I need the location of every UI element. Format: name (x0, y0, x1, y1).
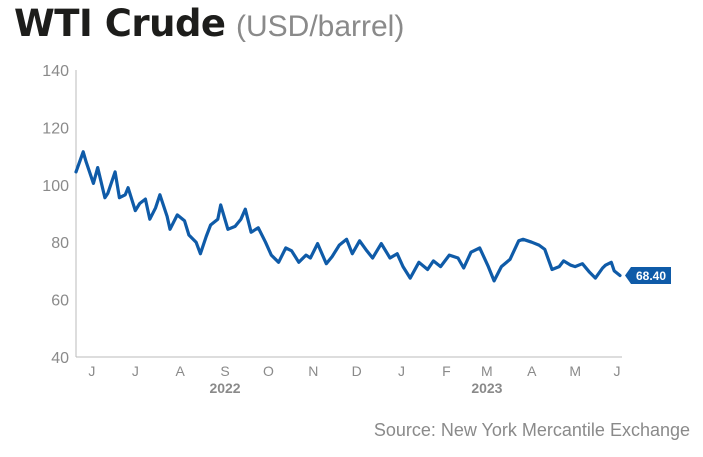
x-tick-label: A (527, 363, 537, 379)
last-value-badge (625, 266, 671, 284)
chart-title-row: WTI Crude (USD/barrel) (14, 2, 404, 45)
x-tick-label: J (398, 363, 405, 379)
x-tick-label: J (132, 363, 139, 379)
y-tick-label: 60 (51, 293, 69, 310)
x-tick-label: J (88, 363, 95, 379)
year-label: 2022 (209, 380, 240, 396)
year-label: 2023 (471, 380, 502, 396)
price-line (74, 150, 622, 283)
x-tick-label: A (175, 363, 185, 379)
y-tick-label: 140 (42, 63, 69, 80)
chart-unit: (USD/barrel) (235, 10, 405, 43)
x-tick-label: O (263, 363, 274, 379)
source-note: Source: New York Mercantile Exchange (373, 420, 690, 440)
x-tick-label: M (481, 363, 493, 379)
x-tick-label: D (352, 363, 362, 379)
x-tick-label: N (308, 363, 318, 379)
y-tick-label: 40 (51, 350, 69, 367)
x-tick-label: M (569, 363, 581, 379)
y-tick-label: 100 (42, 178, 69, 195)
chart-title: WTI Crude (14, 2, 226, 45)
y-tick-label: 80 (51, 235, 69, 252)
x-tick-label: F (442, 363, 451, 379)
x-tick-label: J (614, 363, 621, 379)
last-value-label: 68.40 (636, 269, 666, 283)
x-tick-label: S (220, 363, 229, 379)
y-tick-label: 120 (42, 120, 69, 137)
